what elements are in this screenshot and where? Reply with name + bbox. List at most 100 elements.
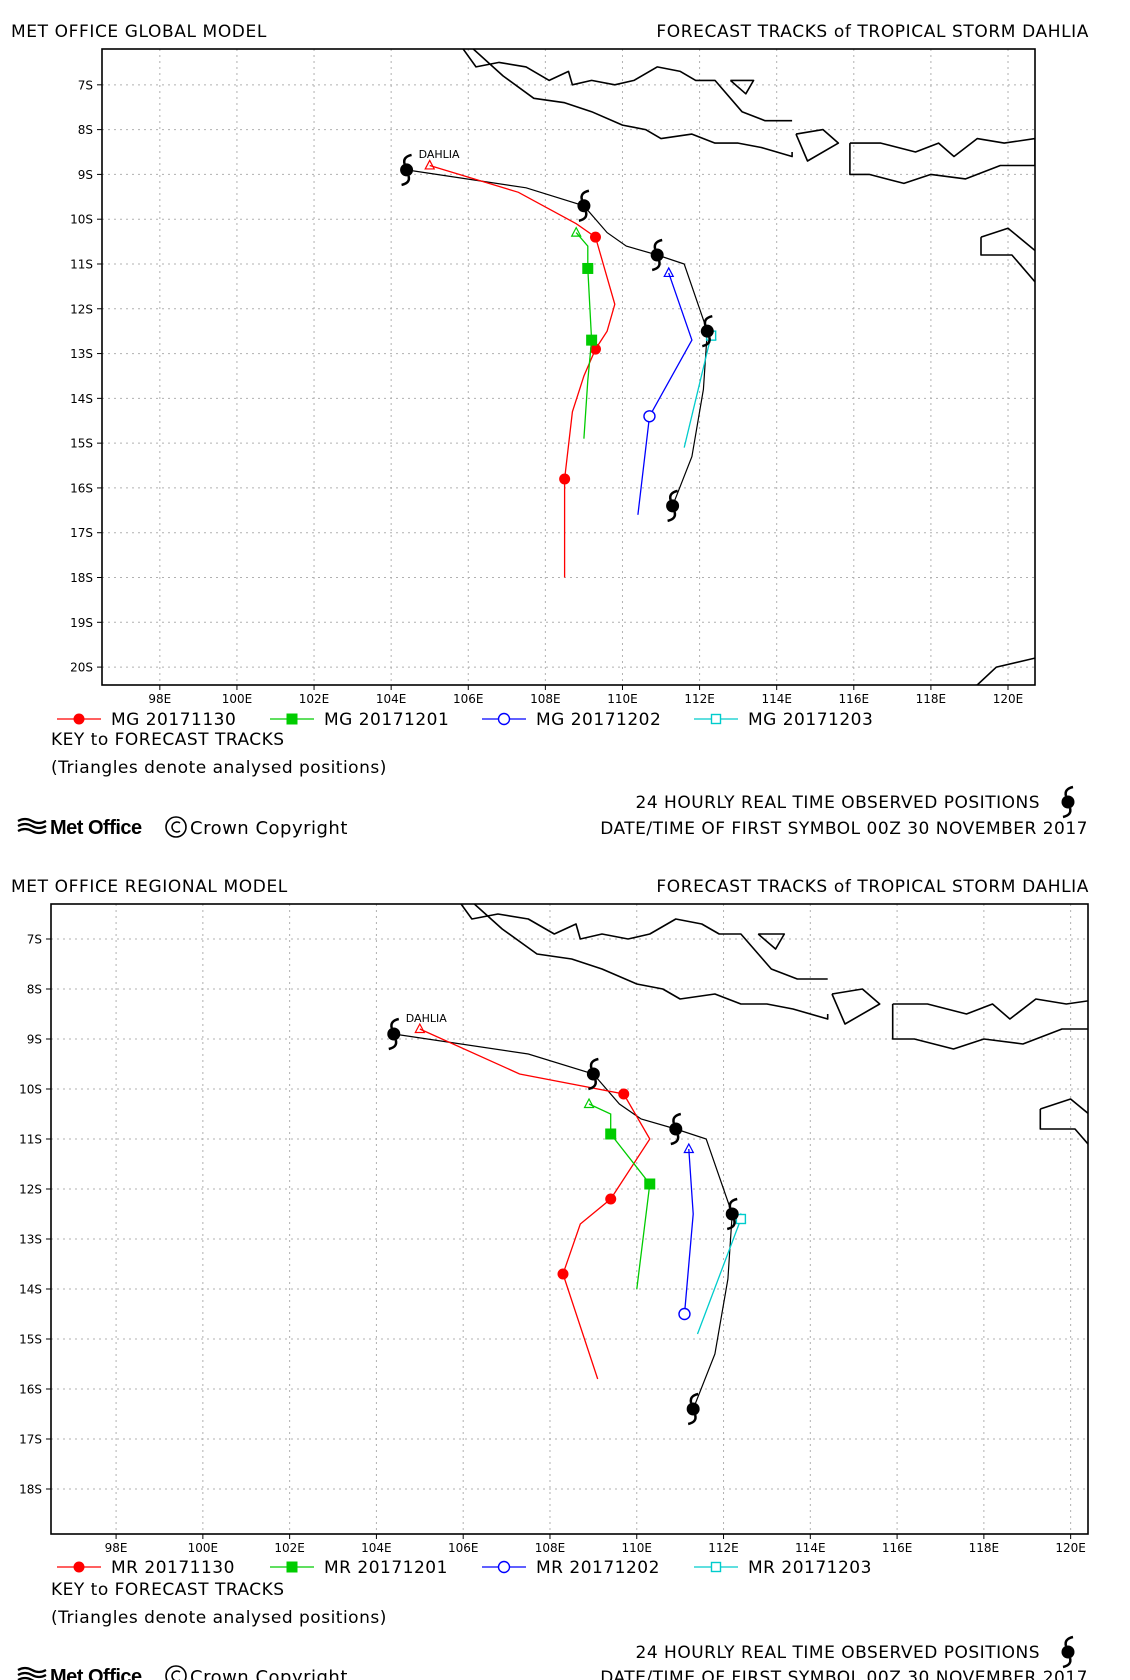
cyclone-arm-bottom <box>667 511 677 523</box>
cyclone-arm-bottom <box>1062 1657 1072 1669</box>
y-tick-label: 9S <box>78 168 93 182</box>
legend-note: (Triangles denote analysed positions) <box>51 758 387 778</box>
coastline <box>473 904 829 1020</box>
series-line <box>429 164 616 578</box>
copyright-icon <box>165 1665 187 1680</box>
observed-position-cyclone-icon <box>700 314 714 348</box>
coastlines <box>460 904 1088 1146</box>
x-tick-label: 114E <box>795 1541 826 1555</box>
met-office-logo: Met Office <box>17 817 143 839</box>
copyright-text: Crown Copyright <box>190 1667 348 1680</box>
observed-track-line <box>393 1033 733 1410</box>
analysed-position-triangle <box>570 226 582 237</box>
panel-header-right: FORECAST TRACKS of TROPICAL STORM DAHLIA <box>656 22 1089 42</box>
legend-entry: MG 20171201 <box>324 710 449 730</box>
x-tick-label: 98E <box>105 1541 128 1555</box>
series-line <box>588 1103 651 1290</box>
observed-position-cyclone-icon <box>586 1057 600 1091</box>
cyclone-arm-bottom <box>701 336 711 348</box>
tracks <box>387 1017 747 1426</box>
copyright-text: Crown Copyright <box>190 818 348 839</box>
forecast-point <box>605 1128 617 1140</box>
series-mg-20171202 <box>637 266 693 515</box>
legend-entry: MR 20171203 <box>748 1558 872 1578</box>
cyclone-arm-bottom <box>388 1039 398 1051</box>
coastline <box>462 49 793 122</box>
coastline <box>1040 1098 1088 1115</box>
coastline <box>460 904 828 980</box>
cyclone-arm-top <box>703 314 713 326</box>
forecast-point <box>643 410 656 423</box>
x-tick-label: 118E <box>916 692 947 706</box>
storm-label: DAHLIA <box>406 1012 447 1025</box>
cyclone-arm-top <box>390 1017 400 1029</box>
observed-caption: 24 HOURLY REAL TIME OBSERVED POSITIONS <box>636 1643 1040 1663</box>
series-mr-20171202 <box>678 1142 695 1321</box>
axes: 98E 100E 102E 104E 106E 108E 110E 112E 114E 116E 1… <box>19 933 1086 1556</box>
x-tick-label: 112E <box>684 692 715 706</box>
copyright-icon <box>165 816 187 838</box>
observed-caption: 24 HOURLY REAL TIME OBSERVED POSITIONS <box>636 793 1040 813</box>
legend-caption: KEY to FORECAST TRACKS <box>51 730 285 750</box>
x-tick-label: 112E <box>708 1541 739 1555</box>
y-tick-label: 10S <box>70 213 93 227</box>
y-tick-label: 15S <box>70 437 93 451</box>
cyclone-core <box>1061 1645 1075 1659</box>
observed-position-cyclone-icon <box>650 238 664 272</box>
y-tick-label: 14S <box>70 392 93 406</box>
legend: MG 20171130 MG 20171201 MG 20171202 MG 2017… <box>51 710 873 778</box>
coastline <box>971 657 1035 685</box>
y-tick-label: 14S <box>19 1283 42 1297</box>
cyclone-arm-top <box>689 1392 699 1404</box>
y-tick-label: 18S <box>70 571 93 585</box>
axes: 98E 100E 102E 104E 106E 108E 110E 112E 114E 116E 1… <box>70 78 1023 706</box>
legend-entry: MR 20171201 <box>324 1558 448 1578</box>
x-tick-label: 100E <box>188 1541 219 1555</box>
logo-wave-icon <box>17 1676 46 1680</box>
analysed-position-triangle <box>663 266 675 278</box>
y-tick-label: 16S <box>19 1383 42 1397</box>
legend-marker <box>286 1561 298 1573</box>
x-tick-label: 104E <box>376 692 407 706</box>
series-line <box>419 1028 651 1380</box>
forecast-point <box>557 1268 569 1280</box>
series-line <box>683 335 712 448</box>
legend-entry: MG 20171130 <box>111 710 236 730</box>
logo-wave-icon <box>17 1666 47 1674</box>
legend-caption: KEY to FORECAST TRACKS <box>51 1580 285 1600</box>
cyclone-arm-bottom <box>670 1134 680 1146</box>
cyclone-core <box>650 248 664 262</box>
global-model-panel: MET OFFICE GLOBAL MODEL FORECAST TRACKS o… <box>11 22 1089 839</box>
series-mg-20171203 <box>683 329 717 448</box>
regional-model-panel: MET OFFICE REGIONAL MODEL FORECAST TRACKS… <box>11 877 1089 1680</box>
analysed-position-triangle <box>683 1142 695 1154</box>
y-tick-label: 17S <box>19 1433 42 1447</box>
logo-wave-icon <box>17 1671 47 1679</box>
y-tick-label: 20S <box>70 661 93 675</box>
y-tick-label: 9S <box>27 1033 42 1047</box>
cyclone-arm-top <box>1064 1635 1074 1647</box>
y-tick-label: 15S <box>19 1333 42 1347</box>
coastline <box>1039 1109 1088 1146</box>
cyclone-core <box>577 199 591 213</box>
cyclone-arm-bottom <box>588 1079 597 1091</box>
cyclone-arm-bottom <box>1062 807 1072 819</box>
panel-header-left: MET OFFICE REGIONAL MODEL <box>11 877 288 897</box>
x-tick-label: 98E <box>148 692 171 706</box>
cyclone-arm-bottom <box>578 211 588 222</box>
cyclone-arm-top <box>669 489 678 501</box>
cyclone-arm-top <box>728 1197 738 1209</box>
legend-marker <box>497 712 511 726</box>
cyclone-core <box>669 1122 683 1136</box>
forecast-point <box>605 1193 617 1205</box>
coastline <box>980 237 1035 283</box>
series-line <box>637 272 693 515</box>
analysed-position-triangle <box>424 159 436 170</box>
series-mg-20171201 <box>570 226 598 439</box>
cyclone-core <box>666 499 680 513</box>
cyclone-arm-top <box>653 238 663 250</box>
grid <box>102 49 1035 685</box>
x-tick-label: 114E <box>761 692 792 706</box>
x-tick-label: 116E <box>882 1541 913 1555</box>
